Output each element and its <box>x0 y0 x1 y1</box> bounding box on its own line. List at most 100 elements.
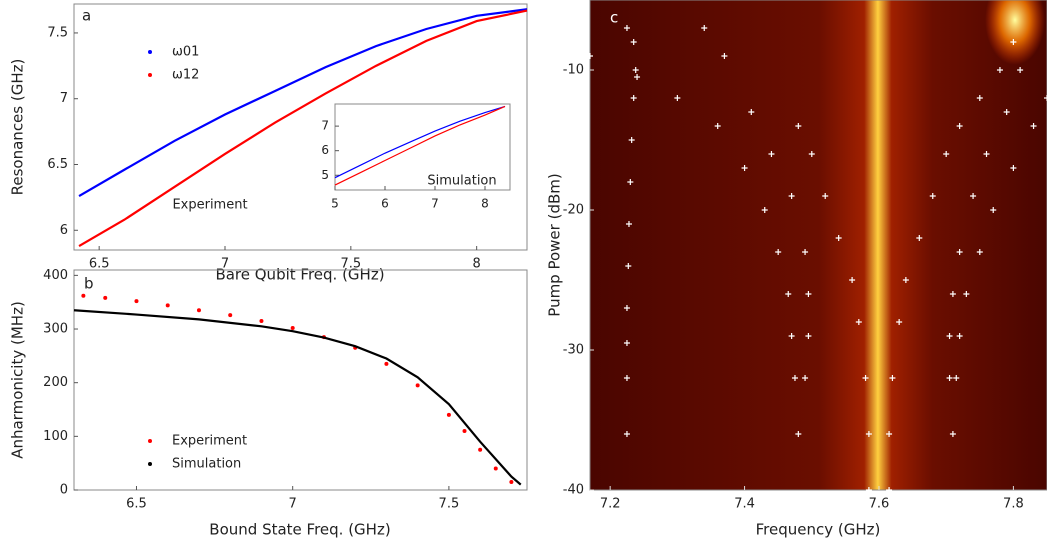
x-tick-label: 8 <box>473 257 481 272</box>
plus-marker <box>976 95 983 101</box>
plus-marker <box>805 333 812 339</box>
y-axis-label: Resonances (GHz) <box>9 59 27 196</box>
plus-marker <box>791 375 798 381</box>
plus-marker <box>768 151 775 157</box>
plus-marker <box>748 109 755 115</box>
plus-marker <box>785 291 792 297</box>
x-axis-label: Bare Qubit Freq. (GHz) <box>215 266 384 284</box>
plus-marker <box>788 333 795 339</box>
plus-marker <box>929 193 936 199</box>
plus-marker <box>990 207 997 213</box>
plus-marker <box>896 319 903 325</box>
inset-background <box>335 104 510 190</box>
heatmap-background <box>590 0 1047 490</box>
x-tick-label: 5 <box>331 197 339 211</box>
point <box>103 295 108 300</box>
plus-marker <box>674 95 681 101</box>
plus-marker <box>855 319 862 325</box>
point <box>509 479 514 484</box>
series-line <box>78 8 528 198</box>
y-tick-label: 400 <box>43 268 68 283</box>
plot-frame <box>334 103 511 191</box>
plus-marker <box>822 193 829 199</box>
x-tick-label: 7.8 <box>1003 497 1024 512</box>
plot-frame <box>73 3 528 251</box>
series-line <box>78 9 528 248</box>
point <box>493 466 498 471</box>
x-tick-label: 7.6 <box>869 497 890 512</box>
panel-label: c <box>610 9 618 27</box>
x-tick-label: 7.2 <box>600 497 621 512</box>
series-line <box>334 105 506 179</box>
point <box>165 303 170 308</box>
x-tick-label: 7.4 <box>734 497 755 512</box>
plus-marker <box>970 193 977 199</box>
plus-marker <box>1044 95 1047 101</box>
plus-marker <box>761 207 768 213</box>
plus-marker <box>865 431 872 437</box>
x-tick-label: 6 <box>381 197 389 211</box>
plus-marker <box>623 431 630 437</box>
x-tick-label: 7.5 <box>340 257 361 272</box>
plus-marker <box>625 221 632 227</box>
plus-marker <box>701 25 708 31</box>
plus-marker <box>623 375 630 381</box>
point <box>446 412 451 417</box>
x-tick-label: 6.5 <box>126 497 147 512</box>
plus-marker <box>630 39 637 45</box>
x-tick-label: 7 <box>431 197 439 211</box>
plus-marker <box>849 277 856 283</box>
y-tick-label: -30 <box>563 343 584 358</box>
point <box>415 383 420 388</box>
x-axis-label: Frequency (GHz) <box>756 521 881 539</box>
point <box>134 299 139 304</box>
plus-marker <box>963 291 970 297</box>
point <box>462 428 467 433</box>
plus-marker <box>902 277 909 283</box>
y-tick-label: 5 <box>321 168 329 182</box>
plus-marker <box>862 375 869 381</box>
legend-marker <box>148 462 152 466</box>
series-line <box>334 105 506 186</box>
x-tick-label: 8 <box>481 197 489 211</box>
legend-marker <box>148 73 152 77</box>
plus-marker <box>775 249 782 255</box>
point <box>478 447 483 452</box>
x-tick-label: 7.5 <box>439 497 460 512</box>
plus-marker <box>795 431 802 437</box>
x-axis-label: Bound State Freq. (GHz) <box>209 521 390 539</box>
annotation: Simulation <box>427 174 496 189</box>
plus-marker <box>632 67 639 73</box>
legend-marker <box>148 50 152 54</box>
plus-marker <box>805 291 812 297</box>
plus-marker <box>808 151 815 157</box>
x-tick-label: 7 <box>221 257 229 272</box>
plus-marker <box>996 67 1003 73</box>
plus-marker <box>1017 67 1024 73</box>
plus-marker <box>886 431 893 437</box>
annotation: Experiment <box>172 198 247 213</box>
plus-marker <box>587 53 593 59</box>
legend-label: ω01 <box>172 45 199 60</box>
x-tick-label: 6.5 <box>89 257 110 272</box>
plus-marker <box>956 249 963 255</box>
y-tick-label: 200 <box>43 375 68 390</box>
y-tick-label: -40 <box>563 483 584 498</box>
plus-marker <box>634 74 641 80</box>
plus-marker <box>976 249 983 255</box>
y-tick-label: 7 <box>321 119 329 133</box>
y-tick-label: 6 <box>321 143 329 157</box>
plus-marker <box>623 340 630 346</box>
plus-marker <box>1010 165 1017 171</box>
y-tick-label: -10 <box>563 63 584 78</box>
heatmap-hotspot <box>985 0 1045 65</box>
point <box>228 313 233 318</box>
plus-marker <box>788 193 795 199</box>
plus-marker <box>889 375 896 381</box>
plus-marker <box>1010 39 1017 45</box>
plot-frame <box>73 269 528 491</box>
plus-marker <box>956 123 963 129</box>
y-axis-label: Anharmonicity (MHz) <box>9 301 27 459</box>
plus-marker <box>953 375 960 381</box>
plus-marker <box>946 375 953 381</box>
